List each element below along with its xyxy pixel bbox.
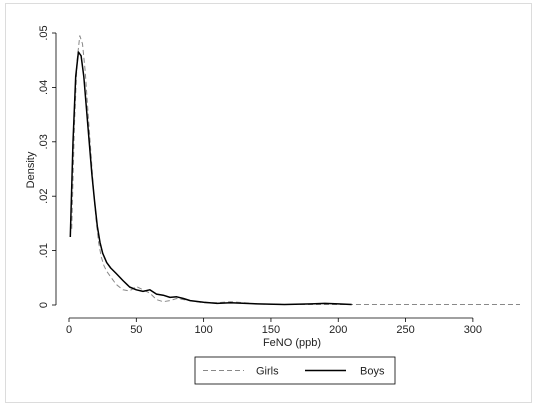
series-line-boys bbox=[69, 51, 352, 306]
x-axis-title: FeNO (ppb) bbox=[263, 337, 321, 349]
x-tick-label: 300 bbox=[464, 324, 482, 336]
y-tick-label: 0 bbox=[38, 302, 50, 308]
x-tick-label: 0 bbox=[66, 324, 72, 336]
x-tick-label: 250 bbox=[396, 324, 414, 336]
legend-label-boys: Boys bbox=[360, 366, 385, 378]
x-tick-label: 200 bbox=[329, 324, 347, 336]
y-tick-label: .04 bbox=[38, 80, 50, 95]
legend-label-girls: Girls bbox=[256, 366, 279, 378]
y-tick-label: .03 bbox=[38, 134, 50, 149]
y-tick-label: .05 bbox=[38, 25, 50, 40]
x-tick-label: 100 bbox=[194, 324, 212, 336]
axes-group: 0 50 100 150 200 250 300 0 .01 .02 .03 .04 .05 bbox=[38, 25, 482, 336]
y-tick-label: .02 bbox=[38, 189, 50, 204]
series-group bbox=[69, 35, 520, 306]
x-tick-label: 50 bbox=[130, 324, 142, 336]
y-axis-title: Density bbox=[25, 151, 37, 188]
y-tick-label: .01 bbox=[38, 243, 50, 258]
chart-background bbox=[5, 3, 532, 403]
legend: Girls Boys bbox=[194, 356, 396, 385]
series-line-girls bbox=[71, 35, 520, 305]
x-tick-label: 150 bbox=[262, 324, 280, 336]
